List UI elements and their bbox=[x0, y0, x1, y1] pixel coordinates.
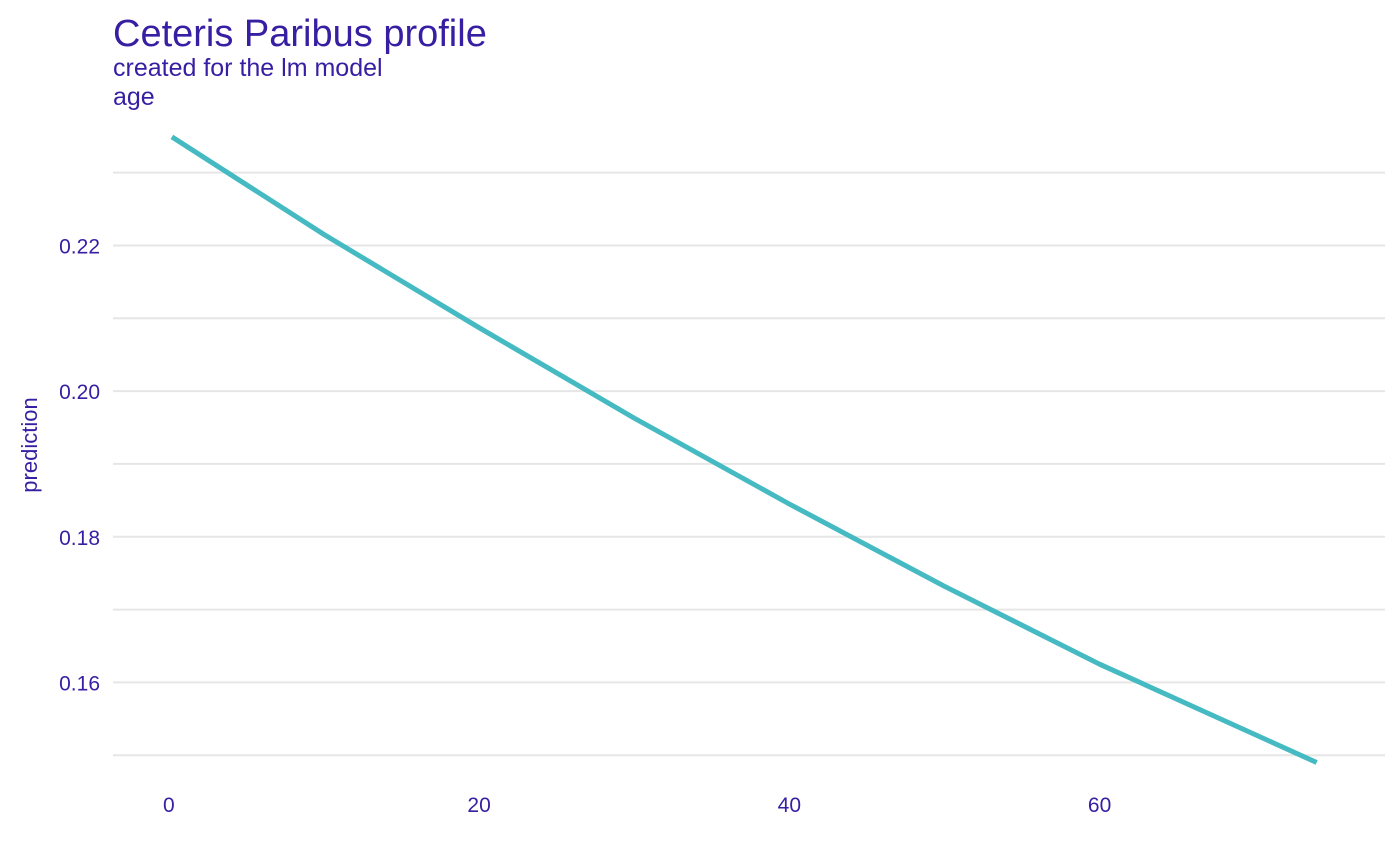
y-tick-labels: 0.16 0.18 0.20 0.22 bbox=[59, 235, 100, 695]
series-line-0 bbox=[170, 134, 1318, 765]
line-layer bbox=[170, 134, 1318, 765]
chart-title: Ceteris Paribus profile bbox=[113, 13, 487, 55]
x-tick-label: 40 bbox=[778, 794, 801, 817]
x-tick-label: 20 bbox=[467, 794, 490, 817]
x-tick-label: 60 bbox=[1088, 794, 1111, 817]
y-tick-label: 0.16 bbox=[59, 672, 100, 695]
x-tick-labels: 0 20 40 60 bbox=[163, 794, 1111, 817]
y-tick-label: 0.22 bbox=[59, 235, 100, 258]
x-tick-label: 0 bbox=[163, 794, 175, 817]
y-tick-label: 0.20 bbox=[59, 381, 100, 404]
y-tick-label: 0.18 bbox=[59, 527, 100, 550]
chart-subtitle: created for the lm model bbox=[113, 54, 383, 82]
panel-label-age: age bbox=[113, 83, 155, 111]
grid-layer bbox=[113, 171, 1385, 757]
